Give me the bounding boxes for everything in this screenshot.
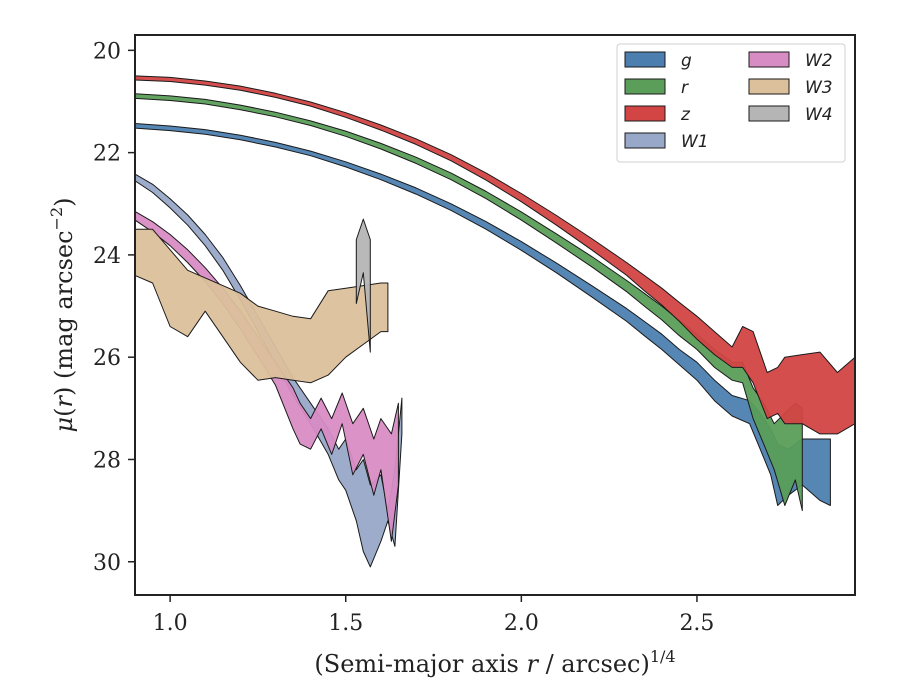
plot-frame [134,34,856,596]
legend-swatch-r [624,78,666,95]
legend-label-r: r [681,78,689,98]
series-band-r [135,93,803,512]
legend-swatch-w3 [748,78,790,95]
x-tick-label: 1.5 [328,611,363,636]
y-axis: 20 22 24 26 28 30 [93,39,135,576]
y-tick-label: 28 [93,448,121,473]
legend-label-w2: W2 [805,51,833,71]
legend-swatch-z [624,105,666,122]
y-tick-label: 26 [93,346,121,371]
legend-swatch-g [624,51,666,68]
x-axis: 1.0 1.5 2.0 2.5 [153,595,714,636]
series-band-w3 [135,228,389,384]
y-axis-label: μ(r) (mag arcsec−2) [47,197,78,432]
y-tick-label: 22 [93,142,121,167]
y-tick-label: 30 [93,551,121,576]
legend-label-w3: W3 [805,78,833,98]
series-band-w4 [355,218,371,353]
series-bands [135,75,855,568]
legend-label-g: g [681,51,692,71]
legend: grz W1 W2 W3 W4 [616,43,846,163]
legend-label-w1: W1 [681,132,709,152]
legend-swatch-w2 [748,51,790,68]
y-tick-label: 20 [93,39,121,64]
series-band-z [135,75,855,435]
legend-swatch-w1 [624,132,666,149]
x-axis-label: (Semi-major axis r / arcsec)1/4 [314,647,675,678]
legend-swatch-w4 [748,105,790,122]
y-tick-label: 24 [93,244,121,269]
legend-label-z: z [680,105,691,125]
x-tick-label: 2.0 [504,611,539,636]
legend-label-w4: W4 [805,105,833,125]
legend-frame [616,43,846,163]
x-tick-label: 1.0 [153,611,188,636]
series-band-g [135,123,831,506]
x-tick-label: 2.5 [679,611,714,636]
